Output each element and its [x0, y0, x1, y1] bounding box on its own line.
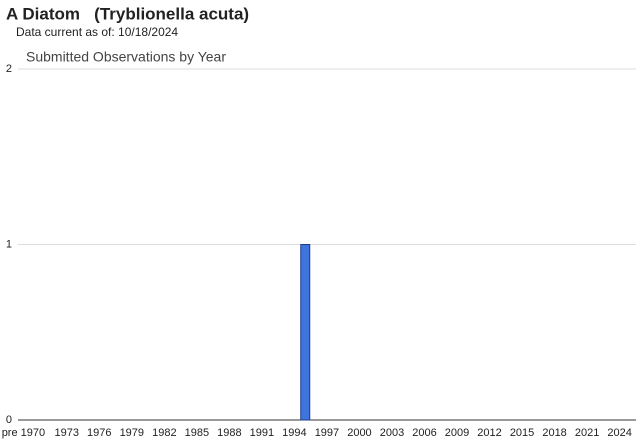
x-tick-label: 2012 [477, 427, 501, 439]
y-tick-label: 1 [6, 238, 12, 250]
x-tick-label: 1985 [185, 427, 209, 439]
x-tick-label: 2009 [445, 427, 469, 439]
x-tick-label: pre 1970 [2, 427, 45, 439]
x-tick-label: 2015 [510, 427, 534, 439]
x-tick-label: 2003 [380, 427, 404, 439]
bar [300, 244, 311, 421]
page-subtitle: Data current as of: 10/18/2024 [16, 25, 178, 39]
x-tick-label: 2018 [542, 427, 566, 439]
x-tick-label: 1991 [250, 427, 274, 439]
x-tick-label: 1994 [282, 427, 306, 439]
chart-title: Submitted Observations by Year [26, 49, 226, 65]
x-tick-label: 1979 [120, 427, 144, 439]
x-tick-label: 2000 [347, 427, 371, 439]
x-tick-label: 1976 [87, 427, 111, 439]
y-tick-label: 2 [6, 63, 12, 75]
x-tick-label: 1973 [55, 427, 79, 439]
x-tick-label: 1988 [217, 427, 241, 439]
x-tick-label: 2006 [412, 427, 436, 439]
x-tick-label: 1982 [152, 427, 176, 439]
x-tick-label: 2021 [575, 427, 599, 439]
y-tick-label: 0 [6, 414, 12, 426]
page-title: A Diatom (Tryblionella acuta) [6, 4, 249, 23]
x-tick-label: 1997 [315, 427, 339, 439]
x-tick-label: 2024 [607, 427, 631, 439]
